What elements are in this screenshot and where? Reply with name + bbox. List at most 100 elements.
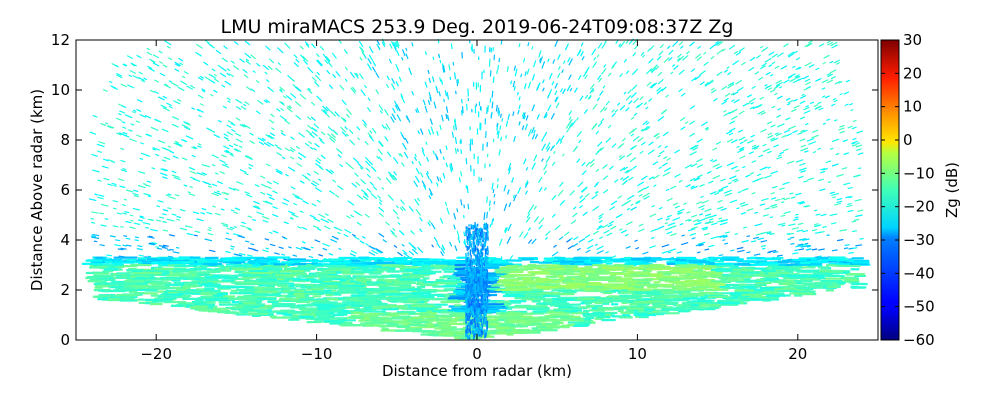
echo-gate [764,57,772,63]
echo-gate [320,131,326,136]
echo-gate [392,107,396,114]
echo-gate [633,112,638,117]
echo-gate [771,205,778,209]
echo-gate [751,145,760,150]
echo-gate [172,155,179,159]
echo-gate [384,136,389,142]
echo-gate [276,151,283,157]
echo-gate [817,255,822,258]
echo-gate [230,60,235,64]
echo-gate [314,142,320,148]
echo-gate [349,253,357,257]
echo-gate [196,218,204,222]
echo-gate [295,58,300,63]
echo-gate [822,61,826,65]
echo-gate [318,253,323,257]
echo-gate [348,129,354,135]
echo-gate [652,174,660,180]
echo-gate [370,166,377,173]
echo-gate [311,76,317,82]
echo-gate [91,211,99,214]
echo-gate [145,226,150,229]
echo-gate [741,61,746,66]
echo-gate [393,244,398,248]
echo-gate [524,180,529,186]
echo-gate [316,199,321,203]
echo-gate [813,223,819,226]
echo-gate [558,236,564,241]
echo-gate [798,248,805,251]
echo-gate [761,247,766,250]
echo-gate [344,126,349,130]
echo-gate [421,180,427,188]
echo-gate [226,97,232,101]
echo-gate [578,139,582,144]
echo-gate [363,123,367,128]
echo-gate [855,144,863,148]
echo-gate [518,96,521,101]
echo-gate [226,68,231,72]
echo-gate [762,143,767,147]
echo-gate [125,189,134,193]
echo-gate [441,114,444,122]
echo-gate [216,180,224,185]
echo-gate [749,56,756,62]
echo-gate [720,178,726,182]
echo-gate [749,97,756,103]
echo-gate [772,185,778,189]
echo-gate [230,122,236,127]
echo-gate [626,207,631,211]
echo-gate [496,130,499,135]
echo-gate [769,137,776,141]
echo-gate [577,74,582,81]
echo-gate [782,148,789,152]
echo-gate [175,246,180,249]
echo-gate [174,68,180,72]
echo-gate [615,40,619,44]
echo-gate [648,176,655,181]
echo-gate [781,197,785,200]
echo-gate [737,190,742,194]
echo-gate [195,51,203,57]
echo-gate [696,164,704,169]
echo-gate [318,213,326,219]
echo-gate [779,151,784,155]
echo-gate [299,93,307,100]
echo-gate [314,239,321,243]
echo-gate [322,242,330,247]
echo-gate [833,99,838,103]
echo-gate [189,176,196,180]
echo-gate [447,114,450,121]
echo-gate [206,211,213,215]
echo-gate [413,156,418,161]
echo-gate [622,175,630,182]
echo-gate [385,221,390,226]
echo-gate [686,211,691,214]
echo-gate [357,137,361,141]
echo-gate [496,184,499,189]
echo-gate [340,116,347,123]
echo-gate [377,148,383,155]
echo-gate [592,61,598,69]
echo-gate [566,84,572,92]
echo-gate [815,213,821,216]
echo-gate [143,192,151,197]
echo-gate [367,97,371,102]
echo-gate [327,61,333,68]
echo-gate [201,88,206,92]
echo-gate [270,113,275,118]
echo-gate [603,64,607,68]
echo-gate [705,213,712,217]
echo-gate [730,115,738,121]
echo-gate [272,230,279,234]
echo-gate [357,162,364,169]
echo-gate [421,147,425,152]
echo-gate [507,223,512,232]
echo-gate [379,110,383,114]
echo-gate [454,72,457,80]
echo-gate [830,103,836,107]
echo-gate [739,146,745,151]
echo-gate [467,88,469,97]
echo-gate [328,84,334,90]
echo-gate [661,162,668,167]
